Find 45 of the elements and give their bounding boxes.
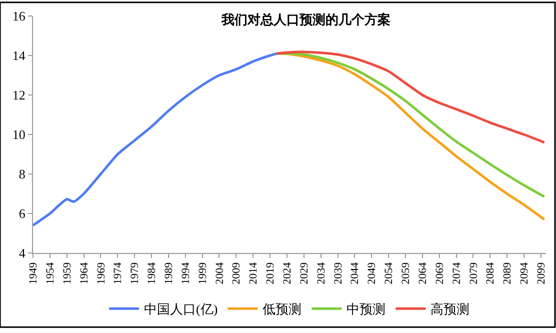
legend-label: 低预测 <box>262 302 302 317</box>
x-tick-label: 2069 <box>434 262 446 284</box>
y-tick-label: 16 <box>12 8 26 24</box>
y-tick-label: 14 <box>12 48 26 64</box>
x-tick-label: 2019 <box>264 262 277 284</box>
x-tick-label: 1984 <box>146 262 158 284</box>
x-tick-label: 1969 <box>95 262 108 284</box>
x-tick-label: 2064 <box>416 262 429 284</box>
x-tick-label: 1959 <box>61 262 74 284</box>
x-tick-label: 1979 <box>129 262 142 284</box>
x-tick-label: 1994 <box>180 262 192 284</box>
x-tick-label: 1989 <box>163 262 176 284</box>
x-tick-label: 2074 <box>450 262 463 284</box>
x-tick-label: 2014 <box>248 262 260 284</box>
x-tick-label: 1949 <box>28 262 40 284</box>
y-tick-label: 12 <box>12 88 26 103</box>
chart-title: 我们对总人口预测的几个方案 <box>220 12 390 28</box>
x-tick-label: 2049 <box>366 262 378 284</box>
x-tick-label: 2089 <box>502 262 514 284</box>
x-tick-label: 2039 <box>332 262 344 284</box>
x-tick-label: 2009 <box>230 262 243 284</box>
y-tick-label: 4 <box>18 246 26 261</box>
x-tick-label: 2084 <box>484 262 497 284</box>
line-series <box>33 52 278 227</box>
y-tick-label: 6 <box>18 206 26 222</box>
x-tick-label: 2024 <box>282 262 294 284</box>
x-tick-label: 2044 <box>349 262 362 284</box>
x-tick-label: 2079 <box>468 262 480 284</box>
x-tick-label: 2054 <box>383 262 396 284</box>
legend-label: 中国人口(亿) <box>144 302 218 317</box>
y-tick-label: 8 <box>18 166 26 182</box>
legend-label: 中预测 <box>346 302 386 317</box>
x-tick-label: 1999 <box>196 262 209 284</box>
x-tick-label: 2034 <box>315 262 328 284</box>
x-tick-label: 2059 <box>400 262 412 284</box>
y-tick-label: 10 <box>12 127 26 142</box>
x-tick-label: 2029 <box>298 262 310 284</box>
line-series <box>276 50 546 144</box>
x-tick-label: 1974 <box>112 262 124 284</box>
x-tick-label: 1954 <box>44 262 57 284</box>
x-tick-label: 2004 <box>214 262 226 284</box>
x-tick-label: 1964 <box>78 262 90 284</box>
x-tick-label: 2094 <box>518 262 531 284</box>
x-tick-label: 2099 <box>535 262 548 284</box>
legend-label: 高预测 <box>430 302 470 317</box>
